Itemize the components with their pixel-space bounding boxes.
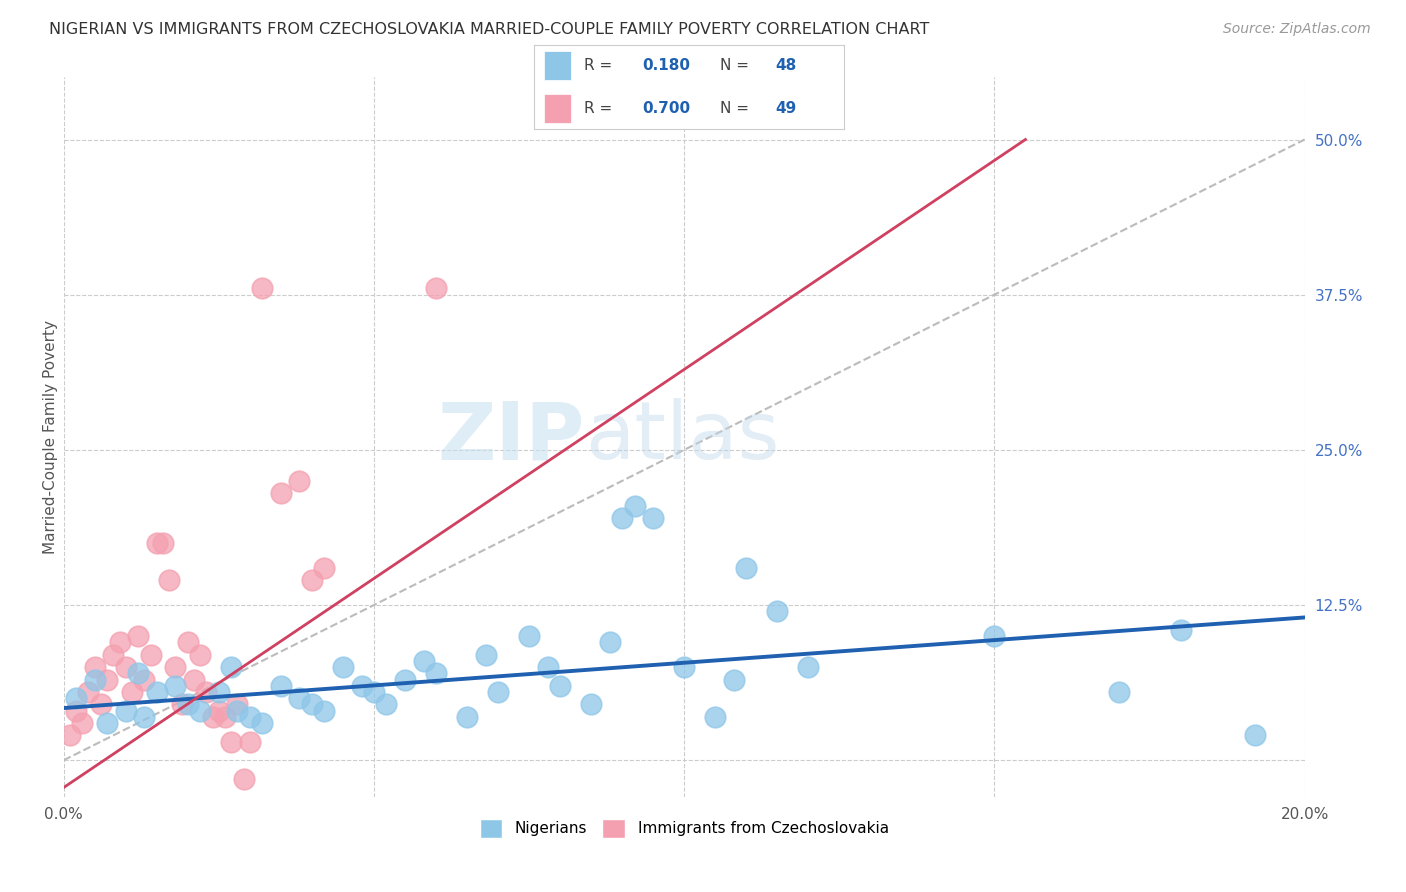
Point [456,710,478,724]
Point [134,673,156,687]
Point [375,698,398,712]
Point [288,474,311,488]
Point [114,704,136,718]
Point [188,704,211,718]
Point [766,604,789,618]
Text: R =: R = [583,58,617,73]
Point [214,710,236,724]
Point [517,629,540,643]
Point [127,629,149,643]
Point [735,561,758,575]
Point [425,666,447,681]
Point [139,648,162,662]
Point [134,710,156,724]
Point [252,715,274,730]
Text: Source: ZipAtlas.com: Source: ZipAtlas.com [1223,22,1371,37]
Point [201,710,224,724]
Point [239,710,262,724]
Point [723,673,745,687]
Point [145,536,167,550]
Point [219,660,242,674]
Point [72,715,94,730]
Point [232,772,254,786]
Text: NIGERIAN VS IMMIGRANTS FROM CZECHOSLOVAKIA MARRIED-COUPLE FAMILY POVERTY CORRELA: NIGERIAN VS IMMIGRANTS FROM CZECHOSLOVAK… [49,22,929,37]
Point [599,635,621,649]
Point [394,673,416,687]
Point [270,679,292,693]
Point [121,685,143,699]
Text: R =: R = [583,101,617,116]
Point [673,660,696,674]
Text: 48: 48 [776,58,797,73]
Point [83,673,105,687]
Point [548,679,571,693]
Point [183,673,205,687]
Point [65,704,87,718]
Point [412,654,434,668]
Point [177,698,200,712]
Point [332,660,354,674]
Point [90,698,112,712]
Point [96,715,118,730]
Point [425,281,447,295]
Point [239,734,262,748]
Point [65,691,87,706]
Point [188,648,211,662]
Point [195,685,218,699]
Point [114,660,136,674]
Point [363,685,385,699]
Point [165,679,187,693]
Point [157,573,180,587]
Point [301,698,323,712]
Point [270,486,292,500]
FancyBboxPatch shape [544,52,571,80]
Point [1170,623,1192,637]
Text: ZIP: ZIP [437,399,585,476]
Point [537,660,560,674]
Point [288,691,311,706]
Point [208,704,231,718]
Point [96,673,118,687]
Point [314,561,336,575]
Point [226,704,249,718]
Point [610,511,633,525]
Point [1108,685,1130,699]
Point [208,685,231,699]
Point [797,660,820,674]
Point [170,698,193,712]
Legend: Nigerians, Immigrants from Czechoslovakia: Nigerians, Immigrants from Czechoslovaki… [474,813,894,844]
Point [314,704,336,718]
Text: 0.180: 0.180 [643,58,690,73]
Point [226,698,249,712]
Point [77,685,100,699]
Text: 0.700: 0.700 [643,101,690,116]
Text: N =: N = [720,101,754,116]
Point [145,685,167,699]
Point [177,635,200,649]
Point [219,734,242,748]
Point [103,648,125,662]
Point [983,629,1005,643]
Point [579,698,602,712]
Point [1244,728,1267,742]
Point [165,660,187,674]
Point [486,685,509,699]
Point [252,281,274,295]
Point [643,511,665,525]
Point [350,679,373,693]
Text: N =: N = [720,58,754,73]
Point [108,635,131,649]
Point [83,660,105,674]
Point [59,728,82,742]
Text: 49: 49 [776,101,797,116]
Text: atlas: atlas [585,399,779,476]
FancyBboxPatch shape [544,94,571,122]
Point [152,536,174,550]
Point [474,648,496,662]
Y-axis label: Married-Couple Family Poverty: Married-Couple Family Poverty [44,320,58,555]
Point [301,573,323,587]
Point [623,499,645,513]
Point [127,666,149,681]
Point [704,710,727,724]
